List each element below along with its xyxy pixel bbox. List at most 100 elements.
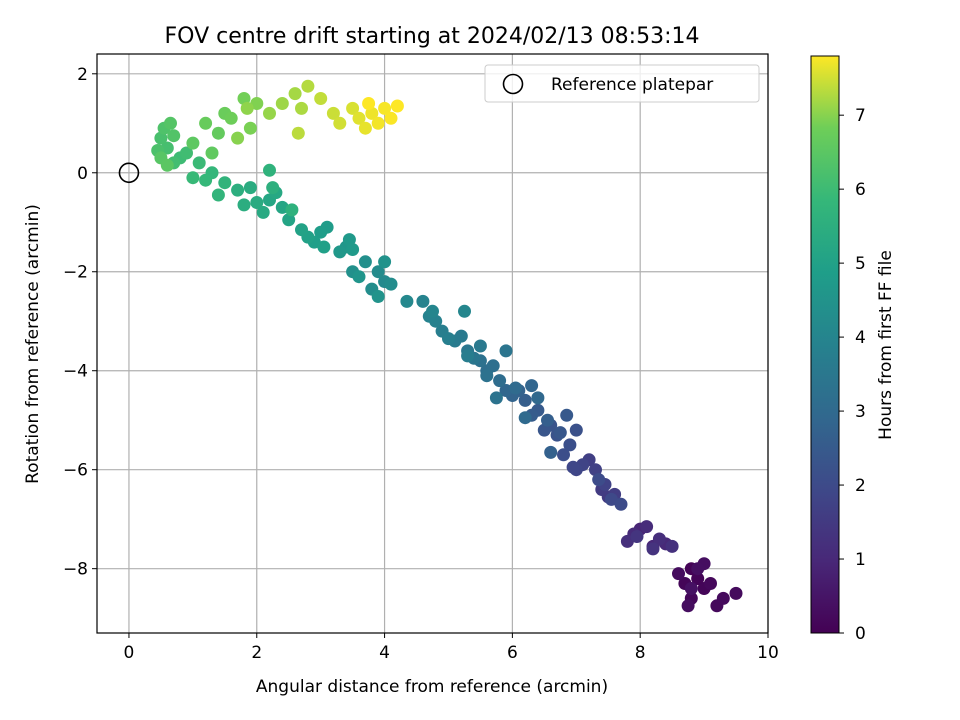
- data-point: [665, 539, 679, 553]
- data-point: [458, 304, 471, 318]
- data-point: [630, 530, 644, 543]
- data-point: [384, 277, 398, 291]
- data-point: [237, 198, 251, 212]
- legend: Reference platepar: [484, 64, 760, 103]
- chart-title: FOV centre drift starting at 2024/02/13 …: [165, 24, 700, 49]
- data-point: [250, 97, 264, 110]
- data-point: [553, 426, 567, 440]
- data-point: [218, 176, 232, 190]
- data-point: [541, 413, 554, 427]
- data-point: [569, 423, 583, 437]
- y-tick-label: −8: [63, 560, 88, 580]
- data-point: [489, 391, 503, 405]
- data-point: [691, 562, 705, 576]
- data-point: [384, 111, 398, 125]
- data-point: [486, 359, 500, 373]
- data-point: [684, 582, 698, 595]
- data-point: [604, 492, 618, 506]
- legend-box: [484, 64, 760, 103]
- colorbar-tick-label: 0: [855, 624, 866, 644]
- x-axis-label: Angular distance from reference (arcmin): [256, 677, 608, 697]
- legend-entry-reference: Reference platepar: [551, 75, 713, 95]
- data-point: [390, 99, 404, 113]
- x-tick-label: 6: [507, 643, 518, 663]
- y-tick-label: −6: [63, 461, 88, 481]
- data-point: [531, 391, 545, 405]
- data-point: [566, 460, 580, 474]
- data-point: [480, 369, 494, 383]
- x-tick-label: 4: [379, 643, 390, 663]
- x-tick-label: 0: [124, 643, 135, 663]
- data-point: [333, 116, 347, 130]
- data-point: [371, 290, 385, 303]
- data-point: [333, 245, 347, 259]
- data-point: [211, 126, 225, 140]
- data-point: [518, 411, 532, 425]
- colorbar: 0 1 2 3 4 5 6 7 Hours from first FF file: [810, 55, 896, 644]
- data-point: [231, 183, 245, 197]
- data-point: [243, 121, 257, 135]
- colorbar-tick-label: 5: [855, 254, 866, 274]
- data-point: [716, 591, 730, 605]
- data-point: [652, 532, 666, 546]
- scatter-points: [151, 79, 743, 613]
- data-point: [704, 577, 717, 590]
- data-point: [525, 379, 539, 393]
- colorbar-tick-label: 3: [855, 402, 866, 422]
- data-point: [186, 136, 200, 150]
- colorbar-tick-label: 1: [855, 550, 866, 570]
- data-point: [729, 586, 743, 600]
- data-point: [205, 146, 219, 160]
- data-point: [426, 304, 439, 318]
- data-point: [563, 438, 577, 452]
- data-point: [537, 423, 551, 437]
- data-point: [314, 92, 328, 105]
- data-point: [167, 129, 181, 143]
- data-point: [614, 497, 628, 511]
- colorbar-gradient: [810, 55, 840, 634]
- legend-marker: [502, 73, 524, 95]
- data-point: [154, 131, 168, 145]
- colorbar-tick-label: 2: [855, 476, 866, 496]
- data-point: [256, 205, 270, 219]
- data-point: [646, 542, 660, 556]
- data-point: [164, 116, 177, 130]
- data-point: [180, 146, 193, 160]
- data-point: [499, 344, 513, 358]
- data-point: [672, 567, 685, 581]
- data-point: [518, 393, 532, 407]
- y-tick-label: −2: [63, 263, 88, 283]
- data-point: [362, 97, 376, 110]
- data-point: [640, 520, 654, 534]
- data-point: [224, 111, 238, 125]
- data-point: [346, 243, 360, 256]
- x-tick-label: 8: [635, 643, 646, 663]
- data-point: [285, 203, 299, 217]
- data-point: [342, 233, 356, 247]
- data-point: [237, 92, 251, 105]
- y-tick-label: 2: [77, 65, 88, 85]
- data-point: [371, 116, 385, 130]
- data-point: [301, 79, 315, 93]
- data-point: [295, 223, 308, 237]
- reference-point: [118, 162, 140, 184]
- data-point: [266, 181, 280, 195]
- data-point: [461, 349, 475, 363]
- data-point: [544, 445, 558, 459]
- data-point: [358, 121, 372, 135]
- data-point: [263, 106, 276, 120]
- data-point: [275, 97, 289, 110]
- data-point: [592, 473, 606, 487]
- colorbar-label: Hours from first FF file: [876, 250, 896, 440]
- data-point: [352, 270, 366, 284]
- data-point: [589, 463, 602, 477]
- colorbar-tick-label: 4: [855, 328, 866, 348]
- data-point: [473, 339, 487, 353]
- data-point: [691, 572, 705, 586]
- data-point: [199, 173, 213, 187]
- data-point: [352, 111, 366, 125]
- data-point: [160, 158, 174, 172]
- plot-frame: [96, 53, 769, 634]
- data-point: [358, 255, 372, 269]
